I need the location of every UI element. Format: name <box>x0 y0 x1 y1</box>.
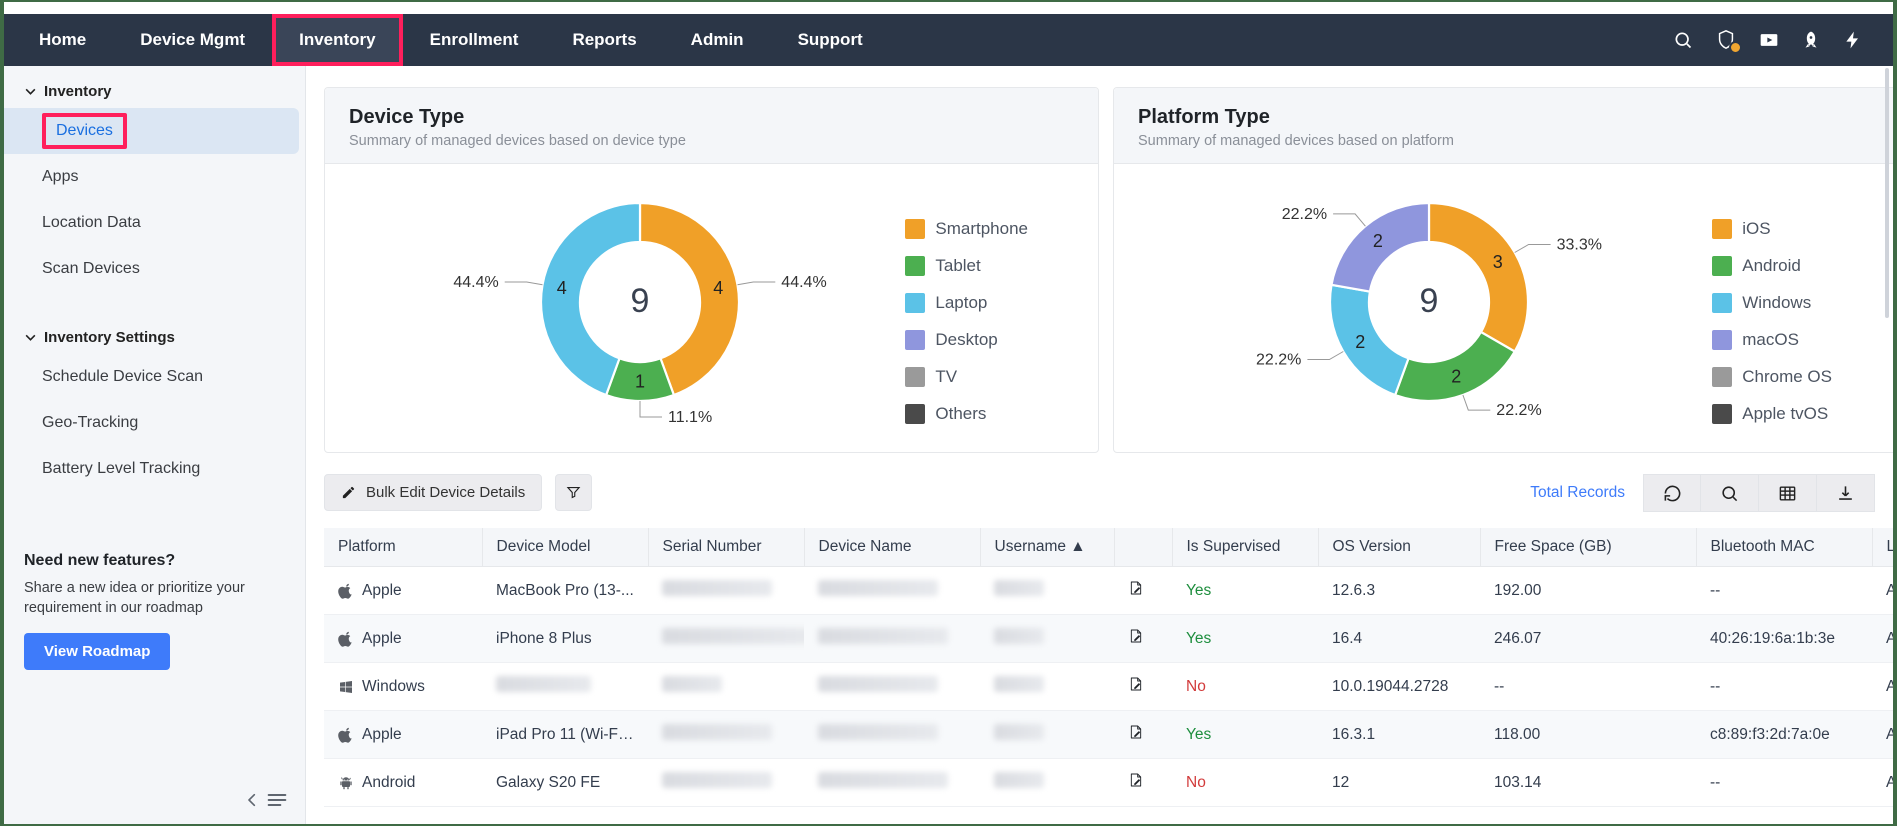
svg-text:4: 4 <box>713 278 723 298</box>
svg-text:11.1%: 11.1% <box>668 409 712 426</box>
svg-text:4: 4 <box>557 278 567 298</box>
svg-text:33.3%: 33.3% <box>1557 237 1602 254</box>
svg-text:22.2%: 22.2% <box>1256 352 1301 369</box>
svg-text:44.4%: 44.4% <box>781 274 826 291</box>
svg-text:3: 3 <box>1493 252 1503 272</box>
svg-text:9: 9 <box>631 282 650 320</box>
svg-text:22.2%: 22.2% <box>1496 402 1541 419</box>
svg-text:2: 2 <box>1451 367 1461 387</box>
svg-text:2: 2 <box>1355 332 1365 352</box>
svg-text:9: 9 <box>1420 282 1439 320</box>
svg-text:44.4%: 44.4% <box>453 274 498 291</box>
svg-text:1: 1 <box>635 372 645 392</box>
svg-text:22.2%: 22.2% <box>1282 206 1327 223</box>
svg-text:2: 2 <box>1373 231 1383 251</box>
